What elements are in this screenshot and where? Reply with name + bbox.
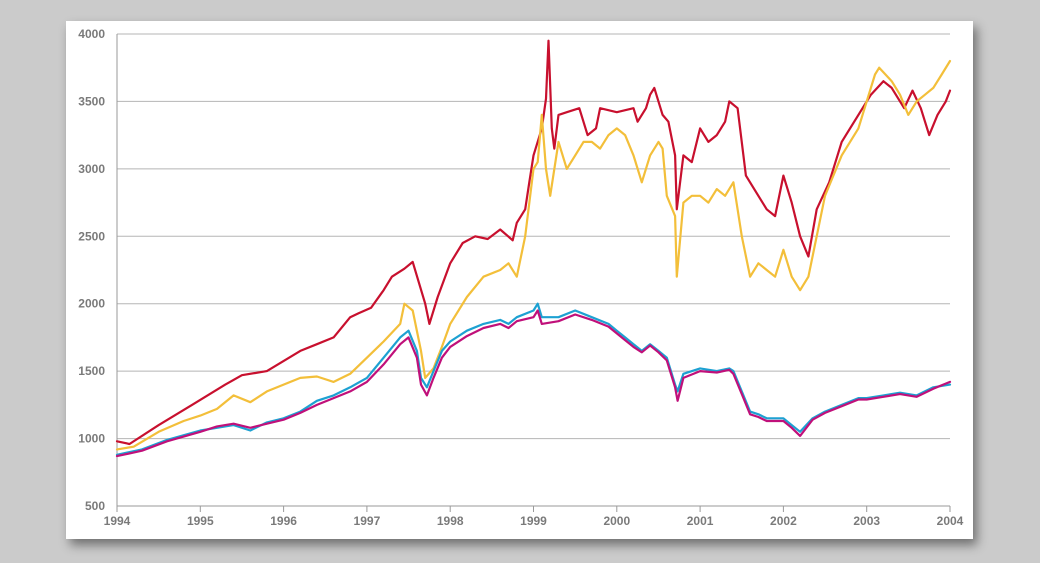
x-tick-label: 1998: [437, 514, 464, 528]
grid: [116, 33, 951, 512]
series-line-3: [115, 302, 952, 456]
x-tick-label: 1997: [354, 514, 381, 528]
x-tick-label: 2004: [937, 514, 964, 528]
x-tick-label: 2000: [603, 514, 630, 528]
x-tick-label: 2003: [853, 514, 880, 528]
y-tick-label: 2000: [78, 297, 105, 311]
series-line-1: [115, 39, 952, 446]
y-tick-label: 2500: [78, 229, 105, 243]
series-line-4: [115, 309, 952, 458]
x-tick-label: 1996: [270, 514, 297, 528]
y-tick-label: 1000: [78, 432, 105, 446]
y-tick-label: 3000: [78, 162, 105, 176]
x-axis-tick-labels: 1994 1995 1996 1997 1998 1999 2000 2001 2002 2003…: [104, 514, 964, 528]
x-tick-label: 1995: [187, 514, 214, 528]
x-tick-label: 2001: [687, 514, 714, 528]
series-lines: [115, 39, 952, 458]
x-tick-label: 2002: [770, 514, 797, 528]
y-tick-label: 500: [85, 499, 105, 513]
x-tick-label: 1999: [520, 514, 547, 528]
y-axis-tick-labels: 500 1000 1500 2000 2500 3000 3500 4000: [78, 27, 105, 513]
y-tick-label: 3500: [78, 94, 105, 108]
y-tick-label: 4000: [78, 27, 105, 41]
line-chart: 500 1000 1500 2000 2500 3000 3500 4000 1994 1995…: [78, 27, 964, 528]
y-tick-label: 1500: [78, 364, 105, 378]
series-line-2: [115, 59, 952, 451]
x-tick-label: 1994: [104, 514, 131, 528]
chart-card: 500 1000 1500 2000 2500 3000 3500 4000 1994 1995…: [66, 21, 973, 539]
